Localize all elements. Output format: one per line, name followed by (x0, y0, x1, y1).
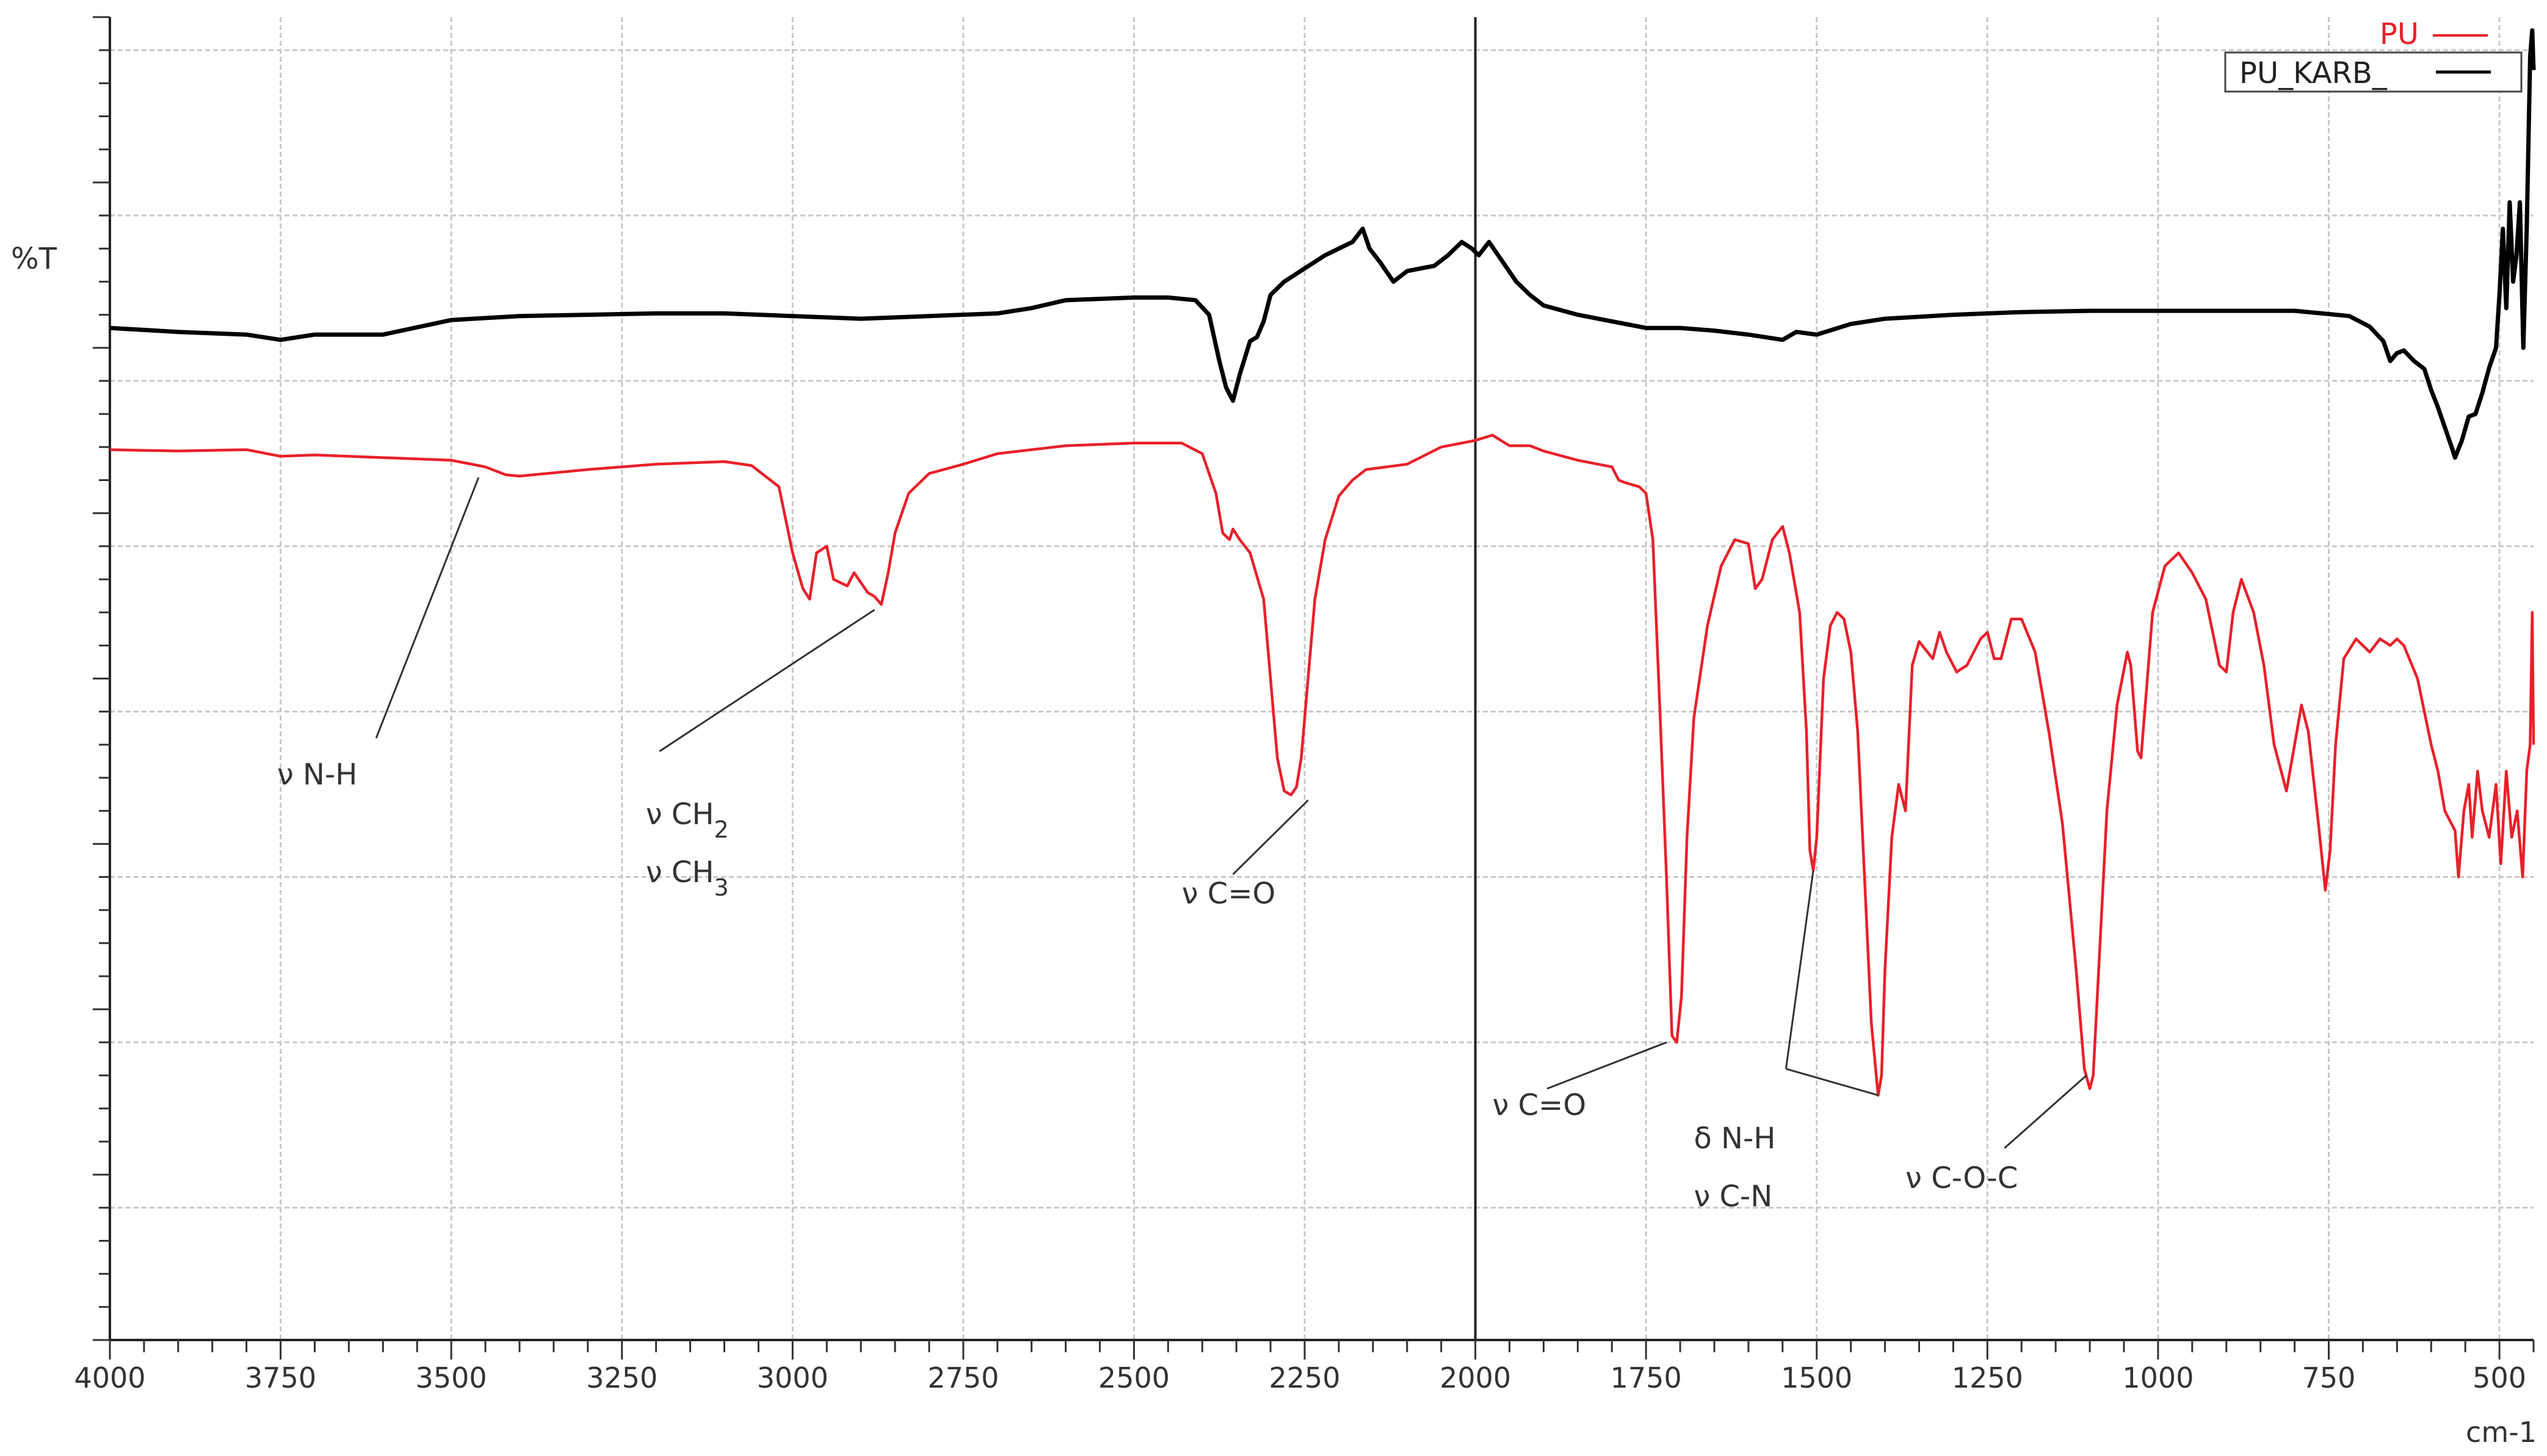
x-tick-label: 3750 (245, 1361, 316, 1394)
x-tick-label: 1000 (2122, 1361, 2194, 1394)
annotation-leader (1786, 1068, 1879, 1096)
legend: PU PU_KARB_ (2224, 17, 2523, 93)
x-tick-label: 2000 (1440, 1361, 1511, 1394)
annotation-leader (1232, 799, 1309, 875)
annotation-label: ν CH3 (646, 855, 729, 901)
annotation-text: ν C=O (1182, 877, 1276, 911)
annotation-label: ν C-N (1694, 1179, 1772, 1214)
x-axis-label: cm-1 (2466, 1416, 2537, 1449)
x-tick-label: 3250 (586, 1361, 658, 1394)
annotation-label: ν C=O (1493, 1088, 1587, 1123)
annotation-label: ν N-H (277, 758, 357, 792)
x-tick-label: 2500 (1098, 1361, 1170, 1394)
legend-label-pu-karb: PU_KARB_ (2239, 56, 2388, 90)
annotation-leader (2004, 1074, 2087, 1149)
x-tick-label: 3000 (757, 1361, 828, 1394)
annotation-leader (659, 609, 875, 752)
annotation-leader (375, 477, 480, 739)
legend-label-pu: PU (2380, 17, 2419, 51)
annotation-text: ν C-N (1694, 1179, 1772, 1214)
annotation-text: ν CH (646, 797, 714, 831)
series-line-pu-karb (109, 28, 2536, 460)
annotation-text: ν C-O-C (1905, 1161, 2018, 1195)
x-tick-label: 3500 (416, 1361, 487, 1394)
x-tick-label: 2750 (927, 1361, 999, 1394)
annotation-label: ν CH2 (646, 797, 729, 843)
annotation-text: ν N-H (277, 758, 357, 792)
annotation-text: 2 (714, 816, 729, 843)
annotation-label: δ N-H (1694, 1121, 1775, 1156)
x-tick-label: 1500 (1781, 1361, 1852, 1394)
annotation-label: ν C-O-C (1905, 1161, 2018, 1195)
x-tick-label: 4000 (74, 1361, 145, 1394)
x-tick-label: 500 (2473, 1361, 2526, 1394)
annotation-text: δ N-H (1694, 1121, 1775, 1156)
annotation-text: 3 (714, 874, 729, 901)
series-group (109, 28, 2536, 1097)
annotation-text: ν C=O (1493, 1088, 1587, 1123)
annotation-leader (1784, 870, 1814, 1069)
axes: 4000 3750 3500 3250 3000 2750 2500 2250 2000 1750… (74, 16, 2535, 1394)
annotation-text: ν CH (646, 855, 714, 889)
annotation-leader (1546, 1041, 1667, 1090)
series-line-pu (109, 433, 2535, 1097)
y-axis-label: %T (11, 242, 57, 276)
x-tick-label: 750 (2302, 1361, 2356, 1394)
annotation-label: ν C=O (1182, 877, 1276, 911)
x-tick-label: 1750 (1610, 1361, 1682, 1394)
grid-lines (109, 17, 2534, 1340)
x-tick-label: 1250 (1952, 1361, 2023, 1394)
x-tick-label: 2250 (1269, 1361, 1341, 1394)
